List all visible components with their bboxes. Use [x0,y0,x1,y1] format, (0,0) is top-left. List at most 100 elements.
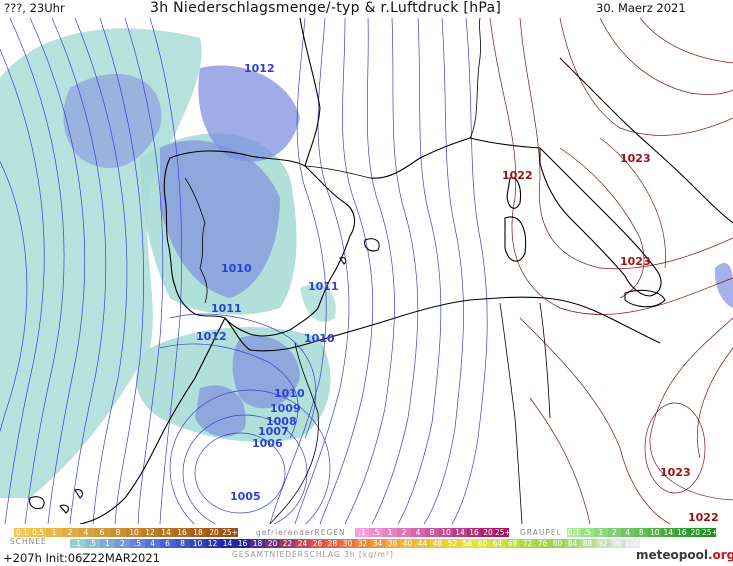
legend-total-label: GESAMTNIEDERSCHLAG 3h [kg/m²] [232,550,394,559]
legend-cell: 88 [580,539,595,548]
legend-cell: 8 [175,539,190,548]
legend-cell: 10 [648,528,662,537]
isobars-high [489,18,733,524]
legend-cell: 28 [325,539,340,548]
legend-graupel-scale: 0.1.5 1 2 4 8 10 14 16 20 25+ [567,528,718,537]
legend-cell: 20 [206,528,222,537]
legend-cell: 2 [115,539,130,548]
isobar-label: 1010 [274,387,305,400]
meteopool-logo[interactable]: meteopool.org [636,548,733,562]
legend-cell: 18 [250,539,265,548]
legend-cell: 22 [280,539,295,548]
canary-island-2 [59,504,69,514]
france-south-coast [369,137,471,179]
legend-cell: 2 [607,528,621,537]
isobar-label: 1012 [196,330,227,343]
legend-cell: 20 [265,539,280,548]
europe-mainland [469,18,481,139]
legend-cell: 12 [205,539,220,548]
legend-cell: 10 [190,539,205,548]
legend-cell: 0.1 [567,528,581,537]
legend-cell: 64 [490,539,505,548]
legend-cell: 4 [411,528,425,537]
adriatic-coast [559,57,733,224]
legend-cell: 80 [550,539,565,548]
legend-freezing-rain-scale: .1.5 1 2 4 8 10 14 16 20 25+ [355,528,511,537]
isobar-label: 1009 [270,402,301,415]
legend-cell: 8 [425,528,439,537]
legend-cell: .1 [355,528,369,537]
legend-cell: 4 [621,528,635,537]
legend-cell: 68 [505,539,520,548]
legend-cell: 8 [634,528,648,537]
legend-cell: 72 [520,539,535,548]
legend-cell: 30 [340,539,355,548]
legend-cell: 24 [295,539,310,548]
precip-iberia-mid [160,140,280,298]
legend-cell: 1 [46,528,62,537]
sicily [624,289,666,308]
legend-cell: 6 [94,528,110,537]
legend-cell: 32 [355,539,370,548]
algeria-morocco-border [269,342,319,524]
canary-island-3 [74,489,84,499]
precip-atlantic-light [0,28,202,499]
legend-cell: .5 [369,528,383,537]
isobar-label: 1022 [502,169,533,182]
legend-cell: 14 [661,528,675,537]
legend-cell: 25+ [222,528,238,537]
balearic-mallorca [364,238,380,252]
legend-cell: 8 [110,528,126,537]
legend-cell: 16 [467,528,481,537]
legend-cell: 18 [190,528,206,537]
corsica [506,177,522,209]
legend-cell: .5 [130,539,145,548]
legend-cell: 76 [535,539,550,548]
legend-cell: 40 [400,539,415,548]
legend-cell: .5 [580,528,594,537]
legend-cell: 44 [415,539,430,548]
precip-biscay-mid [198,65,300,162]
isobar-label: 1023 [620,255,651,268]
precip-morocco-mid [195,385,246,437]
legend-cell: 26 [310,539,325,548]
canary-island-1 [29,496,45,510]
north-africa-coast [224,296,661,352]
legend-cell: .1 [70,539,85,548]
legend-cell: 14 [453,528,467,537]
precip-italy-light [714,263,733,308]
legend-cell: 100 [625,539,640,548]
forecast-date-label: 30. Maerz 2021 [596,1,686,15]
legend-cell: 10 [126,528,142,537]
morocco-atlantic-coast [79,317,226,524]
legend-cell: 20 [481,528,495,537]
legend-cell: 0.5 [30,528,46,537]
legend-graupel-label: GRAUPEL [520,528,562,537]
legend-cell: 1 [100,539,115,548]
legend-cell: 1 [383,528,397,537]
isobar-label: 1023 [660,466,691,479]
legend-freezing-rain-label: gefrierenderREGEN [256,528,346,537]
legend-cell: 2 [397,528,411,537]
legend-cell: 2 [62,528,78,537]
logo-text: meteopool [636,548,708,562]
isobar-label: 1012 [244,62,275,75]
isobar-label: 1022 [688,511,719,524]
balearic-ibiza [339,257,347,265]
model-run-label: +207h Init:06Z22MAR2021 [3,551,160,565]
legend-cell: 56 [460,539,475,548]
isobars-low [0,18,488,524]
isobar-label: 1008 [266,415,297,428]
isobar-label: 1010 [221,262,252,275]
forecast-time-label: ???, 23Uhr [4,1,65,15]
isobar-label: 1023 [620,152,651,165]
legend-cell: 20 [688,528,702,537]
legend-snow-label: SCHNEE [10,537,47,546]
legend-cell: .5 [85,539,100,548]
legend-cell: 36 [385,539,400,548]
isobar-label: 1006 [252,437,283,450]
libya-border [539,302,551,419]
weather-map [0,18,733,524]
legend-cell: 48 [430,539,445,548]
